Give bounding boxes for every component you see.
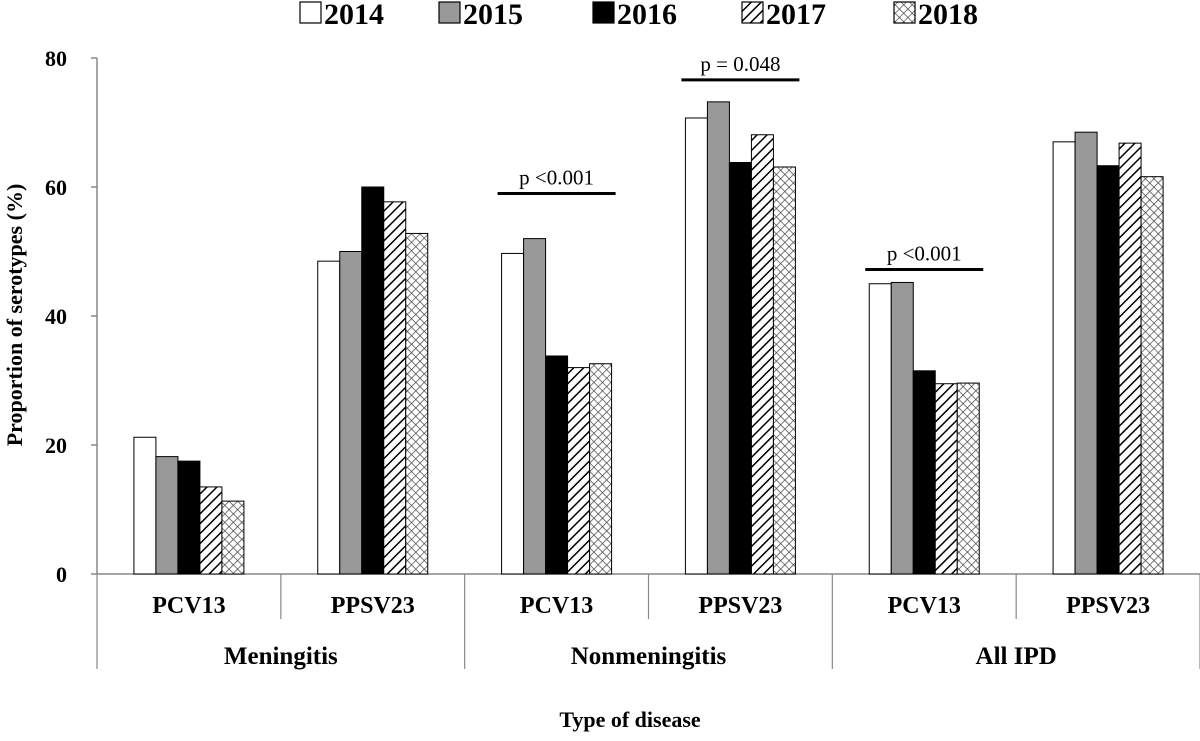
- bar-2014-3: [684, 117, 708, 575]
- annotations: p <0.001 p = 0.048 p <0.001: [497, 52, 984, 272]
- bar-2018-1: [405, 232, 429, 575]
- legend-label-2016: 2016: [617, 0, 677, 31]
- x-tick-label: PCV13: [520, 593, 593, 619]
- bar-2014-0: [133, 436, 157, 575]
- bar-2015-2: [523, 238, 547, 575]
- x-tick-label: PPSV23: [331, 593, 415, 619]
- legend-label-2017: 2017: [766, 0, 826, 31]
- y-tick-label: 60: [45, 175, 67, 200]
- bar-2014-2: [501, 252, 525, 575]
- bar-2016-1: [361, 186, 385, 575]
- x-tick-label: PPSV23: [1066, 593, 1150, 619]
- bar-2015-0: [155, 456, 179, 575]
- legend: 2014 2015 2016 2017 2018: [299, 0, 978, 31]
- x-tick-label: PCV13: [888, 593, 961, 619]
- legend-label-2015: 2015: [463, 0, 523, 31]
- bar-2015-4: [890, 281, 914, 575]
- significance-label: p <0.001: [887, 242, 962, 266]
- y-tick-label: 80: [45, 46, 67, 71]
- group-label: Nonmeningitis: [571, 643, 727, 670]
- bar-2015-5: [1074, 131, 1098, 575]
- legend-swatch-2016: [592, 1, 615, 24]
- bar-2017-3: [750, 134, 774, 575]
- x-tick-labels: PCV13 PPSV23 PCV13 PPSV23 PCV13 PPSV23 Meningi…: [96, 574, 1200, 670]
- x-tick-label: PPSV23: [698, 593, 782, 619]
- bar-2018-2: [589, 363, 613, 575]
- bar-2016-5: [1096, 165, 1120, 575]
- bar-2017-0: [199, 486, 223, 575]
- bar-2018-3: [772, 166, 796, 575]
- bar-2017-2: [567, 367, 591, 575]
- bar-2015-3: [706, 101, 730, 575]
- bar-2018-0: [221, 500, 245, 575]
- bar-2017-4: [934, 383, 958, 575]
- bar-2014-5: [1052, 141, 1076, 575]
- bar-2014-4: [868, 283, 892, 575]
- legend-swatch-2015: [438, 1, 461, 24]
- bar-2016-2: [545, 355, 569, 575]
- group-label: All IPD: [976, 643, 1057, 670]
- x-axis-label: Type of disease: [559, 707, 701, 732]
- y-tick-label: 40: [45, 304, 67, 329]
- bar-2016-0: [177, 460, 201, 575]
- bars: [133, 101, 1164, 575]
- bar-2014-1: [317, 260, 341, 575]
- bar-2015-1: [339, 251, 363, 575]
- legend-swatch-2017: [741, 1, 764, 24]
- bar-2017-5: [1118, 142, 1142, 575]
- significance-label: p <0.001: [519, 165, 594, 189]
- y-tick-label: 0: [56, 562, 67, 587]
- y-axis-label: Proportion of serotypes (%): [2, 184, 27, 447]
- legend-label-2014: 2014: [324, 0, 384, 31]
- y-axis-title: Proportion of serotypes (%): [2, 184, 27, 447]
- bar-2018-5: [1140, 176, 1164, 575]
- bar-2017-1: [383, 201, 407, 575]
- legend-label-2018: 2018: [918, 0, 978, 31]
- legend-swatch-2018: [893, 1, 916, 24]
- bar-2016-4: [912, 370, 936, 575]
- legend-swatch-2014: [299, 1, 322, 24]
- x-tick-label: PCV13: [152, 593, 225, 619]
- group-label: Meningitis: [224, 643, 338, 670]
- bar-2016-3: [728, 161, 752, 575]
- significance-label: p = 0.048: [700, 52, 780, 76]
- bar-2018-4: [956, 382, 980, 575]
- y-tick-label: 20: [45, 433, 67, 458]
